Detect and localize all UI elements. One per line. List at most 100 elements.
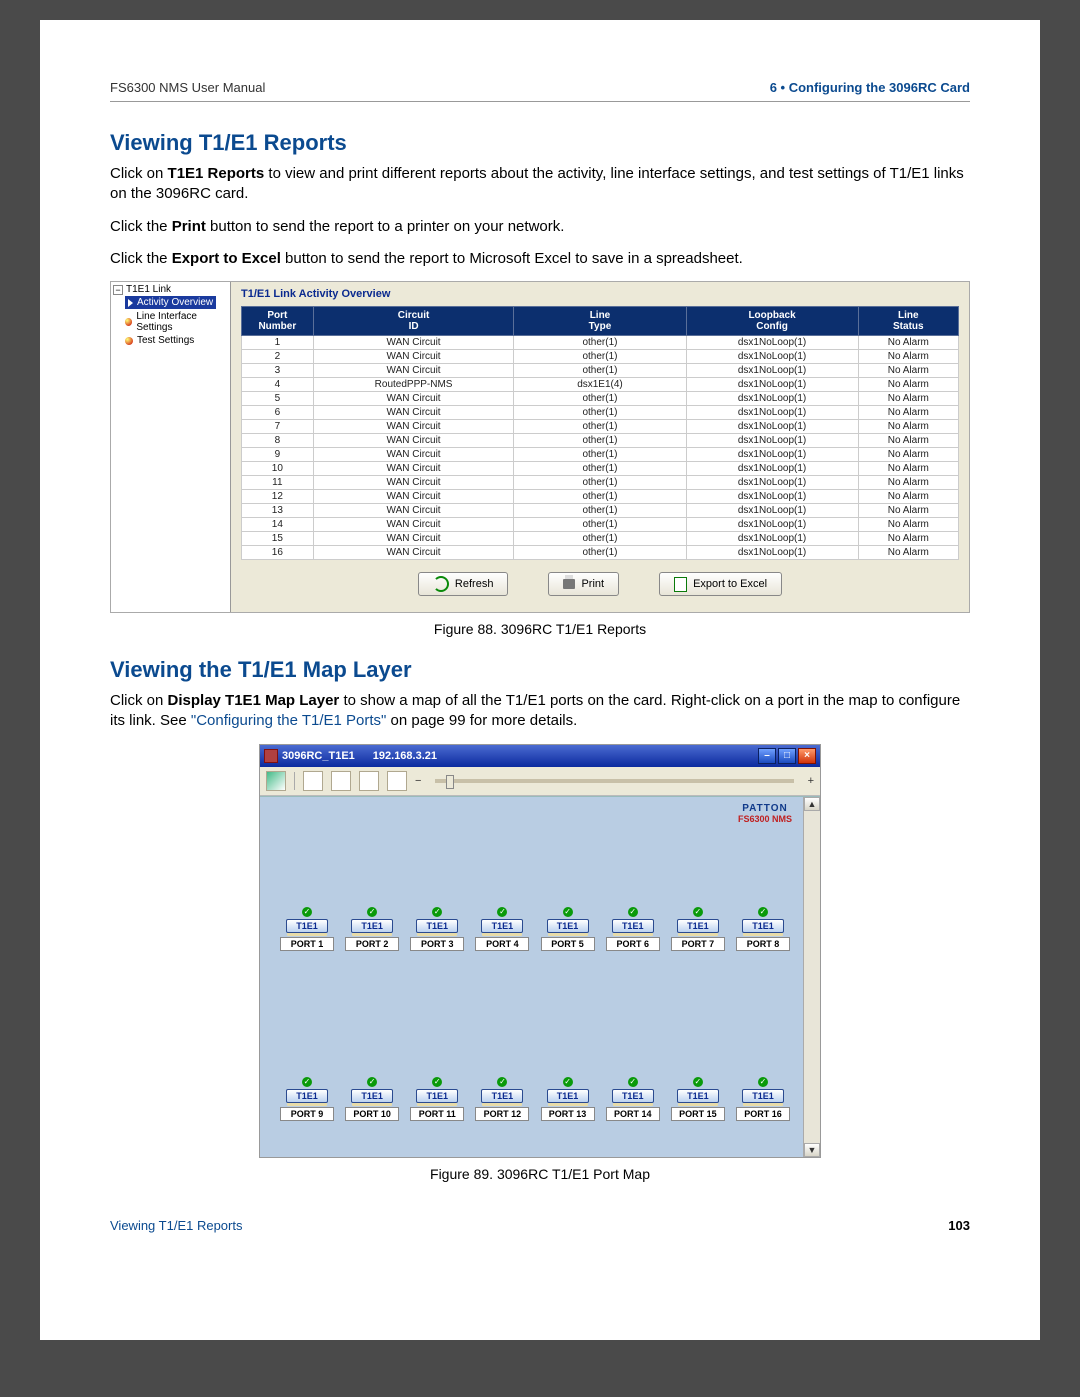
close-button[interactable]: ×	[798, 748, 816, 764]
table-row[interactable]: 9WAN Circuitother(1)dsx1NoLoop(1)No Alar…	[242, 448, 959, 462]
scroll-up-button[interactable]: ▲	[804, 797, 820, 811]
port-label: PORT 3	[410, 937, 464, 951]
export-button[interactable]: Export to Excel	[659, 572, 782, 596]
table-row[interactable]: 11WAN Circuitother(1)dsx1NoLoop(1)No Ala…	[242, 476, 959, 490]
port-label: PORT 8	[736, 937, 790, 951]
port-node[interactable]: ✓T1E1PORT 11	[410, 1077, 464, 1121]
minus-icon: −	[113, 285, 123, 295]
text: on page 99 for more details.	[386, 712, 577, 729]
check-icon: ✓	[432, 907, 442, 917]
port-node[interactable]: ✓T1E1PORT 6	[606, 907, 660, 951]
table-cell: WAN Circuit	[313, 364, 514, 378]
table-cell: other(1)	[514, 392, 686, 406]
table-row[interactable]: 13WAN Circuitother(1)dsx1NoLoop(1)No Ala…	[242, 504, 959, 518]
print-button[interactable]: Print	[548, 572, 619, 596]
port-node[interactable]: ✓T1E1PORT 5	[541, 907, 595, 951]
port-node[interactable]: ✓T1E1PORT 9	[280, 1077, 334, 1121]
zoom-in-button[interactable]	[331, 771, 351, 791]
port-chip: T1E1	[547, 1089, 589, 1103]
port-label: PORT 5	[541, 937, 595, 951]
port-node[interactable]: ✓T1E1PORT 7	[671, 907, 725, 951]
port-node[interactable]: ✓T1E1PORT 2	[345, 907, 399, 951]
port-label: PORT 12	[475, 1107, 529, 1121]
table-cell: No Alarm	[858, 420, 958, 434]
tool-button[interactable]	[266, 771, 286, 791]
check-icon: ✓	[563, 907, 573, 917]
port-node[interactable]: ✓T1E1PORT 13	[541, 1077, 595, 1121]
nav-tree: − T1E1 Link Activity OverviewLine Interf…	[111, 282, 231, 612]
table-row[interactable]: 5WAN Circuitother(1)dsx1NoLoop(1)No Alar…	[242, 392, 959, 406]
port-chip: T1E1	[286, 919, 328, 933]
zoom-plus-label: +	[808, 775, 814, 787]
maximize-button[interactable]: □	[778, 748, 796, 764]
table-row[interactable]: 15WAN Circuitother(1)dsx1NoLoop(1)No Ala…	[242, 532, 959, 546]
text: Click the	[110, 250, 172, 267]
table-row[interactable]: 14WAN Circuitother(1)dsx1NoLoop(1)No Ala…	[242, 518, 959, 532]
table-cell: No Alarm	[858, 364, 958, 378]
table-cell: 4	[242, 378, 314, 392]
port-label: PORT 4	[475, 937, 529, 951]
table-cell: other(1)	[514, 448, 686, 462]
table-row[interactable]: 10WAN Circuitother(1)dsx1NoLoop(1)No Ala…	[242, 462, 959, 476]
refresh-icon	[433, 576, 449, 592]
table-cell: dsx1NoLoop(1)	[686, 476, 858, 490]
table-row[interactable]: 16WAN Circuitother(1)dsx1NoLoop(1)No Ala…	[242, 546, 959, 560]
port-label: PORT 9	[280, 1107, 334, 1121]
zoom-out-button[interactable]	[359, 771, 379, 791]
brand-top: PATTON	[738, 803, 792, 814]
tree-item[interactable]: Line Interface Settings	[113, 310, 228, 334]
bullet-icon	[125, 318, 132, 326]
vertical-scrollbar[interactable]: ▲ ▼	[803, 797, 820, 1157]
table-cell: WAN Circuit	[313, 504, 514, 518]
bold: Export to Excel	[172, 250, 281, 267]
zoom-slider[interactable]	[435, 779, 793, 783]
table-row[interactable]: 7WAN Circuitother(1)dsx1NoLoop(1)No Alar…	[242, 420, 959, 434]
cross-reference-link[interactable]: "Configuring the T1/E1 Ports"	[191, 712, 386, 729]
table-cell: dsx1NoLoop(1)	[686, 336, 858, 350]
port-node[interactable]: ✓T1E1PORT 14	[606, 1077, 660, 1121]
table-row[interactable]: 4RoutedPPP-NMSdsx1E1(4)dsx1NoLoop(1)No A…	[242, 378, 959, 392]
table-cell: WAN Circuit	[313, 406, 514, 420]
port-node[interactable]: ✓T1E1PORT 8	[736, 907, 790, 951]
table-cell: dsx1NoLoop(1)	[686, 532, 858, 546]
page-header: FS6300 NMS User Manual 6 • Configuring t…	[110, 80, 970, 102]
toolbar-separator	[294, 772, 295, 790]
brand-box: PATTON FS6300 NMS	[738, 803, 792, 824]
table-cell: No Alarm	[858, 462, 958, 476]
check-icon: ✓	[628, 907, 638, 917]
zoom-slider-thumb[interactable]	[446, 775, 454, 789]
brand-bot: FS6300 NMS	[738, 814, 792, 824]
table-row[interactable]: 1WAN Circuitother(1)dsx1NoLoop(1)No Alar…	[242, 336, 959, 350]
port-node[interactable]: ✓T1E1PORT 12	[475, 1077, 529, 1121]
table-row[interactable]: 6WAN Circuitother(1)dsx1NoLoop(1)No Alar…	[242, 406, 959, 420]
refresh-button[interactable]: Refresh	[418, 572, 509, 596]
port-label: PORT 7	[671, 937, 725, 951]
table-row[interactable]: 12WAN Circuitother(1)dsx1NoLoop(1)No Ala…	[242, 490, 959, 504]
window-controls: – □ ×	[758, 748, 816, 764]
table-cell: other(1)	[514, 364, 686, 378]
port-node[interactable]: ✓T1E1PORT 4	[475, 907, 529, 951]
table-cell: No Alarm	[858, 336, 958, 350]
port-node[interactable]: ✓T1E1PORT 10	[345, 1077, 399, 1121]
column-header: CircuitID	[313, 307, 514, 336]
port-node[interactable]: ✓T1E1PORT 1	[280, 907, 334, 951]
port-label: PORT 1	[280, 937, 334, 951]
port-node[interactable]: ✓T1E1PORT 16	[736, 1077, 790, 1121]
table-row[interactable]: 3WAN Circuitother(1)dsx1NoLoop(1)No Alar…	[242, 364, 959, 378]
port-label: PORT 13	[541, 1107, 595, 1121]
scroll-down-button[interactable]: ▼	[804, 1143, 820, 1157]
tree-root[interactable]: − T1E1 Link	[113, 284, 228, 295]
tree-item[interactable]: Activity Overview	[113, 295, 228, 310]
minimize-button[interactable]: –	[758, 748, 776, 764]
table-cell: 9	[242, 448, 314, 462]
port-node[interactable]: ✓T1E1PORT 15	[671, 1077, 725, 1121]
table-row[interactable]: 2WAN Circuitother(1)dsx1NoLoop(1)No Alar…	[242, 350, 959, 364]
tree-item[interactable]: Test Settings	[113, 334, 228, 347]
table-cell: other(1)	[514, 406, 686, 420]
port-label: PORT 14	[606, 1107, 660, 1121]
zoom-reset-button[interactable]	[387, 771, 407, 791]
port-node[interactable]: ✓T1E1PORT 3	[410, 907, 464, 951]
zoom-extents-button[interactable]	[303, 771, 323, 791]
map-canvas[interactable]: PATTON FS6300 NMS ✓ T1E1 PORT 1 ✓T1E1PORT 2…	[260, 796, 820, 1157]
table-row[interactable]: 8WAN Circuitother(1)dsx1NoLoop(1)No Alar…	[242, 434, 959, 448]
